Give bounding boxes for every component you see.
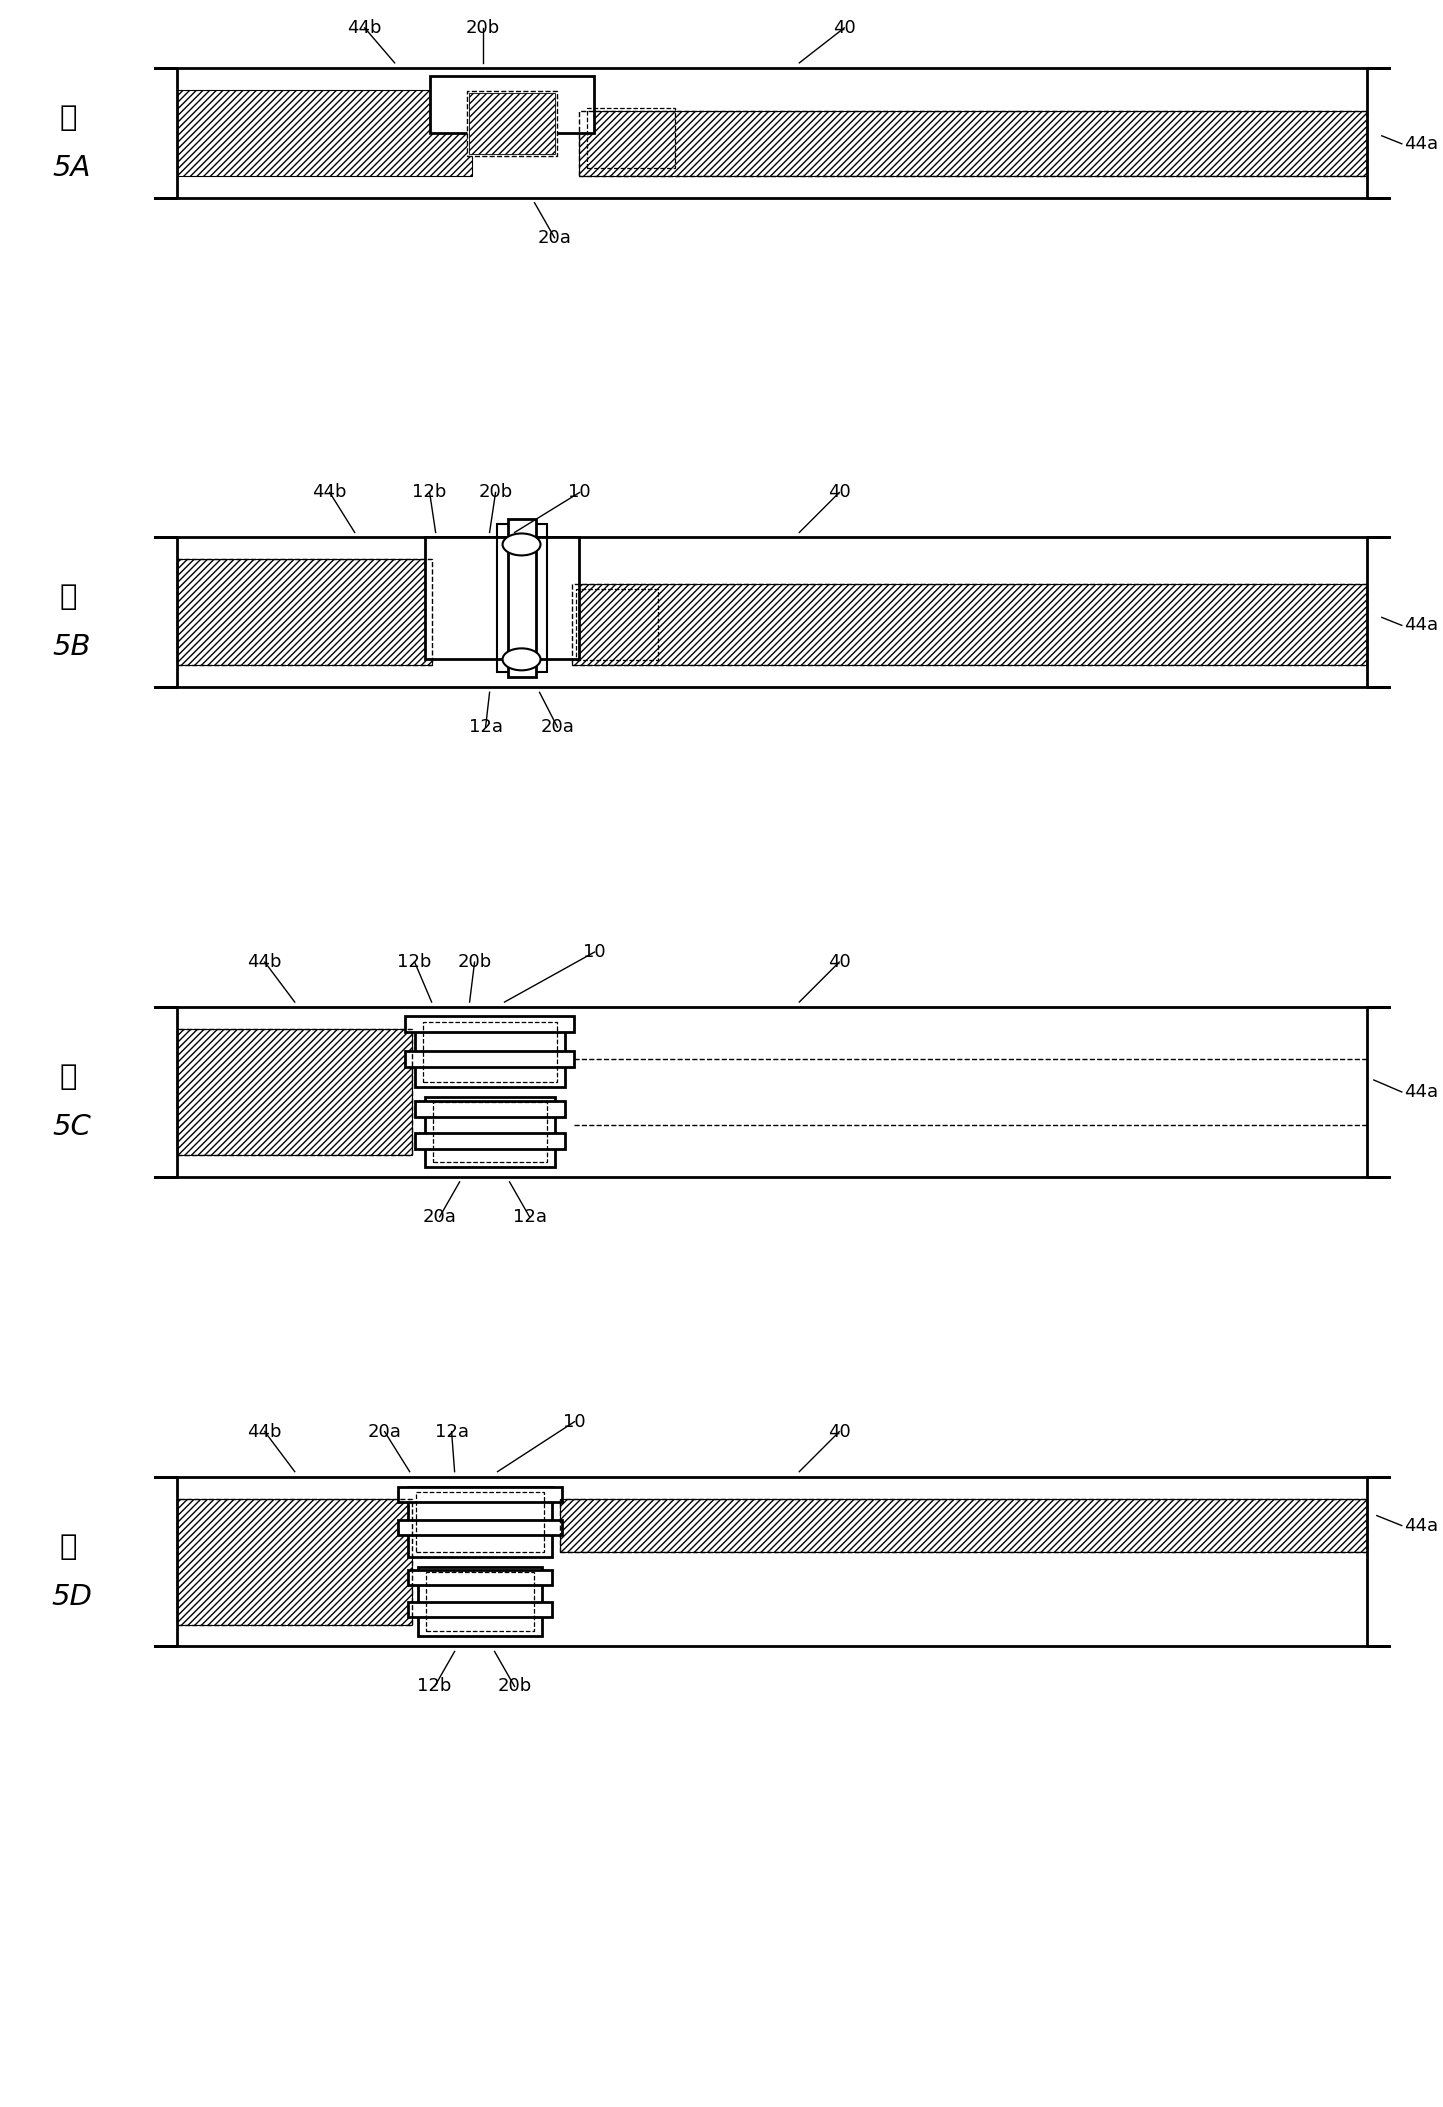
Bar	[430, 76, 595, 133]
Text: 44a: 44a	[1404, 617, 1437, 634]
Bar	[433, 1102, 547, 1161]
Ellipse shape	[502, 533, 541, 556]
Bar	[414, 1134, 564, 1148]
Text: 10: 10	[569, 483, 590, 501]
Text: 40: 40	[828, 483, 850, 501]
Text: 44a: 44a	[1404, 135, 1437, 154]
Text: 10: 10	[563, 1412, 586, 1431]
Bar	[177, 91, 472, 175]
Bar	[407, 1601, 551, 1616]
Bar	[426, 1572, 534, 1631]
Bar	[580, 112, 1367, 175]
Bar	[416, 1492, 544, 1551]
Text: 20b: 20b	[466, 19, 499, 38]
Bar	[177, 560, 431, 666]
Bar	[177, 1498, 411, 1624]
Text: 20a: 20a	[368, 1422, 401, 1441]
Ellipse shape	[502, 649, 541, 670]
Bar	[398, 1488, 561, 1502]
Bar	[571, 584, 1367, 666]
Text: 40: 40	[833, 19, 856, 38]
Bar	[414, 1102, 564, 1117]
Text: 44a: 44a	[1404, 1517, 1437, 1534]
Bar	[404, 1016, 574, 1032]
Text: 图: 图	[59, 584, 76, 611]
Text: 5C: 5C	[52, 1112, 91, 1140]
Text: 12a: 12a	[469, 718, 502, 735]
Text: 44b: 44b	[348, 19, 382, 38]
Bar	[424, 537, 580, 659]
Bar	[469, 93, 554, 154]
Text: 20a: 20a	[541, 718, 574, 735]
Text: 20b: 20b	[479, 483, 512, 501]
Bar	[571, 584, 1367, 666]
Bar	[407, 1488, 551, 1557]
Bar	[177, 1028, 411, 1155]
Bar	[587, 107, 675, 169]
Bar	[580, 112, 1367, 175]
Text: 40: 40	[828, 1422, 850, 1441]
Text: 20b: 20b	[498, 1677, 531, 1696]
Text: 10: 10	[583, 944, 606, 961]
Bar	[496, 525, 547, 672]
Bar	[466, 91, 557, 156]
Text: 12b: 12b	[413, 483, 447, 501]
Text: 5D: 5D	[52, 1582, 92, 1610]
Bar	[423, 1022, 557, 1083]
Text: 44b: 44b	[248, 1422, 281, 1441]
Text: 12a: 12a	[434, 1422, 469, 1441]
Text: 图: 图	[59, 1532, 76, 1561]
Bar	[508, 520, 535, 676]
Bar	[577, 590, 658, 659]
Text: 12a: 12a	[512, 1207, 547, 1226]
Bar	[414, 1018, 564, 1087]
Text: 12b: 12b	[397, 952, 431, 971]
Text: 图: 图	[59, 103, 76, 133]
Text: 20a: 20a	[423, 1207, 456, 1226]
Bar	[424, 1098, 554, 1167]
Text: 12b: 12b	[417, 1677, 452, 1696]
Text: 44b: 44b	[248, 952, 281, 971]
Bar	[398, 1519, 561, 1534]
Text: 20b: 20b	[457, 952, 492, 971]
Bar	[177, 560, 431, 666]
Text: 44b: 44b	[313, 483, 346, 501]
Bar	[417, 1566, 541, 1637]
Bar	[560, 1498, 1367, 1551]
Bar	[560, 1498, 1367, 1551]
Bar	[407, 1570, 551, 1584]
Text: 5A: 5A	[53, 154, 91, 181]
Text: 44a: 44a	[1404, 1083, 1437, 1102]
Text: 5B: 5B	[53, 634, 91, 662]
Bar	[177, 1498, 411, 1624]
Text: 40: 40	[828, 952, 850, 971]
Text: 20a: 20a	[538, 230, 571, 247]
Bar	[404, 1051, 574, 1066]
Text: 图: 图	[59, 1062, 76, 1091]
Bar	[177, 1028, 411, 1155]
